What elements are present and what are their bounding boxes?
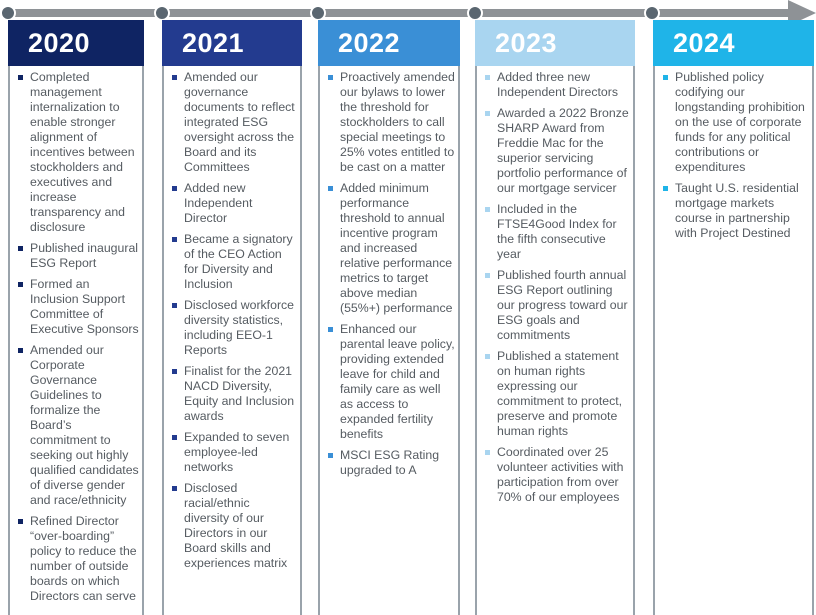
- square-bullet-icon: [328, 75, 333, 80]
- milestone-text: Published fourth annual ESG Report outli…: [497, 268, 628, 342]
- milestone-text: Proactively amended our bylaws to lower …: [340, 70, 455, 174]
- milestone-text: Added new Independent Director: [184, 181, 253, 225]
- milestone-item: Coordinated over 25 volunteer activities…: [485, 445, 631, 505]
- milestone-text: Completed management internalization to …: [30, 70, 135, 234]
- milestone-text: Added three new Independent Directors: [497, 70, 618, 99]
- milestone-item: Enhanced our parental leave policy, prov…: [328, 322, 456, 442]
- milestone-item: Published inaugural ESG Report: [18, 241, 140, 271]
- milestone-text: Taught U.S. residential mortgage markets…: [675, 181, 799, 240]
- year-column-body: Amended our governance documents to refl…: [162, 66, 302, 615]
- milestone-item: Added three new Independent Directors: [485, 70, 631, 100]
- square-bullet-icon: [485, 207, 490, 212]
- milestone-text: Included in the FTSE4Good Index for the …: [497, 202, 617, 261]
- milestone-item: Proactively amended our bylaws to lower …: [328, 70, 456, 175]
- milestone-item: Disclosed racial/ethnic diversity of our…: [172, 481, 298, 571]
- timeline-node-2023: [467, 5, 483, 21]
- square-bullet-icon: [18, 348, 23, 353]
- milestone-item: Included in the FTSE4Good Index for the …: [485, 202, 631, 262]
- year-header: 2023: [475, 20, 635, 66]
- milestone-text: Finalist for the 2021 NACD Diversity, Eq…: [184, 364, 295, 423]
- square-bullet-icon: [172, 237, 177, 242]
- year-column-2023: 2023 Added three new Independent Director…: [475, 20, 635, 615]
- year-column-body: Published policy codifying our longstand…: [653, 66, 814, 615]
- milestone-item: Completed management internalization to …: [18, 70, 140, 235]
- milestone-list: Added three new Independent Directors Awa…: [477, 66, 633, 505]
- milestone-list: Proactively amended our bylaws to lower …: [320, 66, 458, 478]
- milestone-item: Formed an Inclusion Support Committee of…: [18, 277, 140, 337]
- square-bullet-icon: [172, 486, 177, 491]
- milestone-list: Completed management internalization to …: [10, 66, 142, 604]
- year-column-2024: 2024 Published policy codifying our longs…: [653, 20, 814, 615]
- milestone-text: Coordinated over 25 volunteer activities…: [497, 445, 624, 504]
- timeline-node-2021: [154, 5, 170, 21]
- milestone-item: Published fourth annual ESG Report outli…: [485, 268, 631, 343]
- timeline-track: [10, 9, 790, 17]
- square-bullet-icon: [485, 450, 490, 455]
- year-header: 2021: [162, 20, 302, 66]
- milestone-item: Taught U.S. residential mortgage markets…: [663, 181, 810, 241]
- milestone-text: Awarded a 2022 Bronze SHARP Award from F…: [497, 106, 629, 195]
- milestone-text: Published policy codifying our longstand…: [675, 70, 805, 174]
- square-bullet-icon: [328, 186, 333, 191]
- timeline-node-2024: [644, 5, 660, 21]
- milestone-text: Amended our governance documents to refl…: [184, 70, 295, 174]
- milestone-item: Added new Independent Director: [172, 181, 298, 226]
- milestone-item: Added minimum performance threshold to a…: [328, 181, 456, 316]
- square-bullet-icon: [485, 273, 490, 278]
- year-header: 2024: [653, 20, 814, 66]
- square-bullet-icon: [485, 75, 490, 80]
- milestone-text: Published a statement on human rights ex…: [497, 349, 623, 438]
- year-column-2022: 2022 Proactively amended our bylaws to lo…: [318, 20, 460, 615]
- milestone-text: Refined Director “over-boarding” policy …: [30, 514, 137, 603]
- timeline-node-2020: [0, 5, 16, 21]
- milestone-list: Published policy codifying our longstand…: [655, 66, 812, 241]
- year-column-2021: 2021 Amended our governance documents to …: [162, 20, 302, 615]
- square-bullet-icon: [328, 453, 333, 458]
- milestone-item: Published a statement on human rights ex…: [485, 349, 631, 439]
- milestone-item: Expanded to seven employee-led networks: [172, 430, 298, 475]
- milestone-text: Amended our Corporate Governance Guideli…: [30, 343, 139, 507]
- milestone-item: Amended our governance documents to refl…: [172, 70, 298, 175]
- milestone-text: Expanded to seven employee-led networks: [184, 430, 290, 474]
- square-bullet-icon: [172, 435, 177, 440]
- square-bullet-icon: [18, 246, 23, 251]
- square-bullet-icon: [172, 75, 177, 80]
- milestone-item: Became a signatory of the CEO Action for…: [172, 232, 298, 292]
- square-bullet-icon: [18, 282, 23, 287]
- milestone-item: Awarded a 2022 Bronze SHARP Award from F…: [485, 106, 631, 196]
- square-bullet-icon: [172, 369, 177, 374]
- milestone-item: Amended our Corporate Governance Guideli…: [18, 343, 140, 508]
- milestone-text: Added minimum performance threshold to a…: [340, 181, 453, 315]
- year-column-body: Completed management internalization to …: [8, 66, 144, 615]
- milestone-text: MSCI ESG Rating upgraded to A: [340, 448, 440, 477]
- milestone-text: Enhanced our parental leave policy, prov…: [340, 322, 455, 441]
- square-bullet-icon: [663, 186, 668, 191]
- milestone-item: Published policy codifying our longstand…: [663, 70, 810, 175]
- square-bullet-icon: [172, 303, 177, 308]
- square-bullet-icon: [663, 75, 668, 80]
- year-header: 2022: [318, 20, 460, 66]
- milestone-list: Amended our governance documents to refl…: [164, 66, 300, 571]
- milestone-item: Disclosed workforce diversity statistics…: [172, 298, 298, 358]
- milestone-text: Published inaugural ESG Report: [30, 241, 139, 270]
- milestone-text: Formed an Inclusion Support Committee of…: [30, 277, 139, 336]
- square-bullet-icon: [485, 354, 490, 359]
- year-column-body: Added three new Independent Directors Awa…: [475, 66, 635, 615]
- square-bullet-icon: [485, 111, 490, 116]
- year-header: 2020: [8, 20, 144, 66]
- square-bullet-icon: [18, 75, 23, 80]
- timeline-node-2022: [310, 5, 326, 21]
- milestone-item: Finalist for the 2021 NACD Diversity, Eq…: [172, 364, 298, 424]
- milestone-text: Became a signatory of the CEO Action for…: [184, 232, 293, 291]
- square-bullet-icon: [328, 327, 333, 332]
- year-column-2020: 2020 Completed management internalization…: [8, 20, 144, 615]
- milestone-item: MSCI ESG Rating upgraded to A: [328, 448, 456, 478]
- milestone-text: Disclosed racial/ethnic diversity of our…: [184, 481, 288, 570]
- square-bullet-icon: [18, 519, 23, 524]
- milestone-item: Refined Director “over-boarding” policy …: [18, 514, 140, 604]
- square-bullet-icon: [172, 186, 177, 191]
- milestone-text: Disclosed workforce diversity statistics…: [184, 298, 295, 357]
- year-column-body: Proactively amended our bylaws to lower …: [318, 66, 460, 615]
